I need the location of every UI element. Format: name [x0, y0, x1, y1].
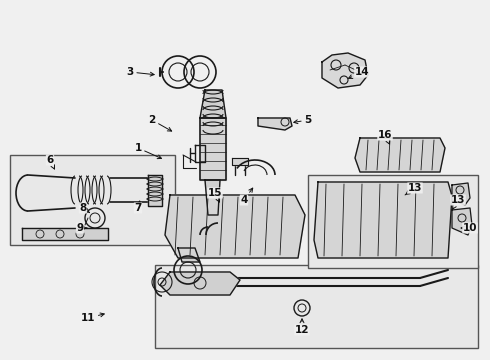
Text: 4: 4 [240, 188, 253, 205]
Polygon shape [205, 180, 220, 215]
Text: 15: 15 [208, 188, 222, 202]
Text: 1: 1 [134, 143, 162, 159]
Polygon shape [258, 118, 292, 130]
Text: 2: 2 [148, 115, 172, 131]
Text: 12: 12 [295, 319, 309, 335]
Text: 5: 5 [294, 115, 312, 125]
Text: 14: 14 [348, 67, 369, 78]
Polygon shape [200, 90, 226, 118]
Text: 13: 13 [405, 183, 422, 195]
Polygon shape [160, 272, 240, 295]
Text: 9: 9 [76, 223, 87, 233]
Polygon shape [452, 208, 472, 235]
Polygon shape [355, 138, 445, 172]
Polygon shape [165, 195, 305, 258]
Polygon shape [314, 182, 452, 258]
Polygon shape [22, 228, 108, 240]
Text: 13: 13 [451, 195, 465, 209]
Polygon shape [322, 53, 368, 88]
Text: 10: 10 [461, 223, 477, 233]
Bar [10, 155, 175, 245]
Polygon shape [200, 118, 226, 180]
Text: 7: 7 [134, 201, 142, 213]
Text: 8: 8 [79, 203, 90, 213]
Text: 3: 3 [126, 67, 154, 77]
Text: 11: 11 [81, 313, 104, 323]
Polygon shape [452, 183, 470, 205]
Polygon shape [148, 175, 162, 206]
Text: 6: 6 [47, 155, 54, 169]
Text: 16: 16 [378, 130, 392, 144]
Bar [308, 175, 478, 268]
Bar [155, 265, 478, 348]
Polygon shape [232, 158, 248, 165]
Polygon shape [178, 248, 200, 262]
